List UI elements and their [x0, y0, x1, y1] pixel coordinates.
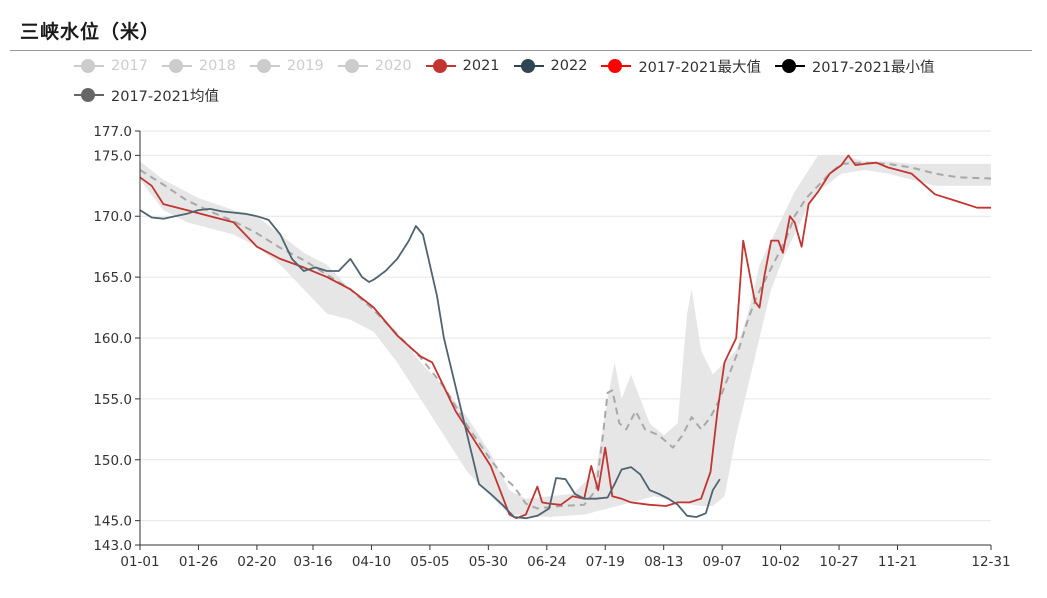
x-tick-label: 06-24 [527, 554, 566, 570]
legend-item-2022[interactable]: 2022 [513, 58, 588, 74]
y-tick-label: 175.0 [93, 148, 132, 164]
x-tick-label: 10-27 [819, 554, 858, 570]
legend-dot [256, 59, 271, 73]
legend-label: 2021 [462, 58, 500, 74]
axes: 143.0 145.0 150.0 155.0 160.0 165.0 170.0 175.0… [93, 124, 1010, 570]
legend-item-2019[interactable]: 2019 [249, 58, 324, 74]
legend-row-2: 2017-2021均值 [74, 85, 1004, 105]
legend-dot [344, 59, 359, 73]
legend-marker-icon [74, 59, 104, 73]
series-line-2021 [139, 154, 991, 520]
band-area [140, 155, 991, 517]
x-tick-label: 09-07 [703, 554, 742, 570]
x-tick-label: 11-21 [878, 554, 917, 570]
legend-label: 2018 [198, 58, 236, 74]
legend-marker-icon [337, 59, 368, 73]
y-tick-label: 150.0 [93, 453, 132, 469]
y-tick-label: 160.0 [93, 331, 132, 347]
legend-label: 2019 [286, 58, 324, 74]
legend-item-max[interactable]: 2017-2021最大值 [601, 56, 761, 77]
y-tick-label: 177.0 [93, 124, 132, 140]
legend-label: 2017 [111, 58, 148, 74]
legend: 2017 2018 2019 2020 2021 2022 2017-2021最… [74, 56, 1004, 114]
x-tick-label: 10-02 [761, 554, 800, 570]
legend-marker-icon [601, 59, 632, 73]
legend-marker-icon [513, 59, 544, 73]
legend-label: 2017-2021最大值 [638, 59, 761, 76]
series-line-2022 [139, 208, 721, 520]
legend-dot [432, 59, 447, 73]
legend-item-2017[interactable]: 2017 [74, 58, 148, 74]
legend-row-1: 2017 2018 2019 2020 2021 2022 2017-2021最… [74, 56, 1004, 76]
grid-lines [140, 130, 991, 522]
legend-marker-icon [774, 59, 805, 73]
y-tick-label: 143.0 [93, 538, 132, 554]
x-tick-label: 07-19 [586, 554, 625, 570]
series-line-mean [139, 161, 992, 510]
y-tick-label: 145.0 [93, 514, 132, 530]
y-tick-label: 170.0 [93, 209, 132, 225]
legend-label: 2022 [550, 58, 588, 74]
x-tick-label: 01-01 [120, 554, 159, 570]
x-tick-label: 05-05 [410, 554, 449, 570]
legend-dot [81, 59, 95, 73]
y-tick-label: 155.0 [93, 392, 132, 408]
legend-item-mean[interactable]: 2017-2021均值 [74, 85, 219, 106]
x-tick-label: 02-20 [237, 554, 276, 570]
legend-item-2018[interactable]: 2018 [161, 58, 236, 74]
legend-marker-icon [161, 59, 192, 73]
page-title: 三峡水位（米） [20, 21, 161, 43]
series-lines [139, 154, 992, 520]
legend-label: 2020 [374, 58, 412, 74]
legend-dot [520, 59, 535, 73]
y-tick-label: 165.0 [93, 270, 132, 286]
title-divider [10, 50, 1032, 51]
legend-label: 2017-2021均值 [111, 88, 220, 105]
legend-dot [168, 59, 183, 73]
min-max-band [140, 155, 991, 517]
legend-marker-icon [249, 59, 280, 73]
legend-dot [81, 88, 95, 102]
x-tick-label: 05-30 [469, 554, 508, 570]
x-tick-label: 12-31 [971, 554, 1010, 570]
x-tick-label: 01-26 [179, 554, 218, 570]
legend-label: 2017-2021最小值 [811, 59, 935, 76]
x-tick-label: 03-16 [293, 554, 332, 570]
legend-item-2020[interactable]: 2020 [337, 58, 412, 74]
legend-dot [781, 59, 796, 73]
x-tick-label: 04-10 [352, 554, 391, 570]
legend-dot [608, 59, 623, 73]
x-tick-label: 08-13 [644, 554, 683, 570]
legend-item-2021[interactable]: 2021 [425, 58, 500, 74]
legend-marker-icon [74, 88, 104, 102]
legend-item-min[interactable]: 2017-2021最小值 [774, 56, 935, 77]
legend-marker-icon [425, 59, 456, 73]
